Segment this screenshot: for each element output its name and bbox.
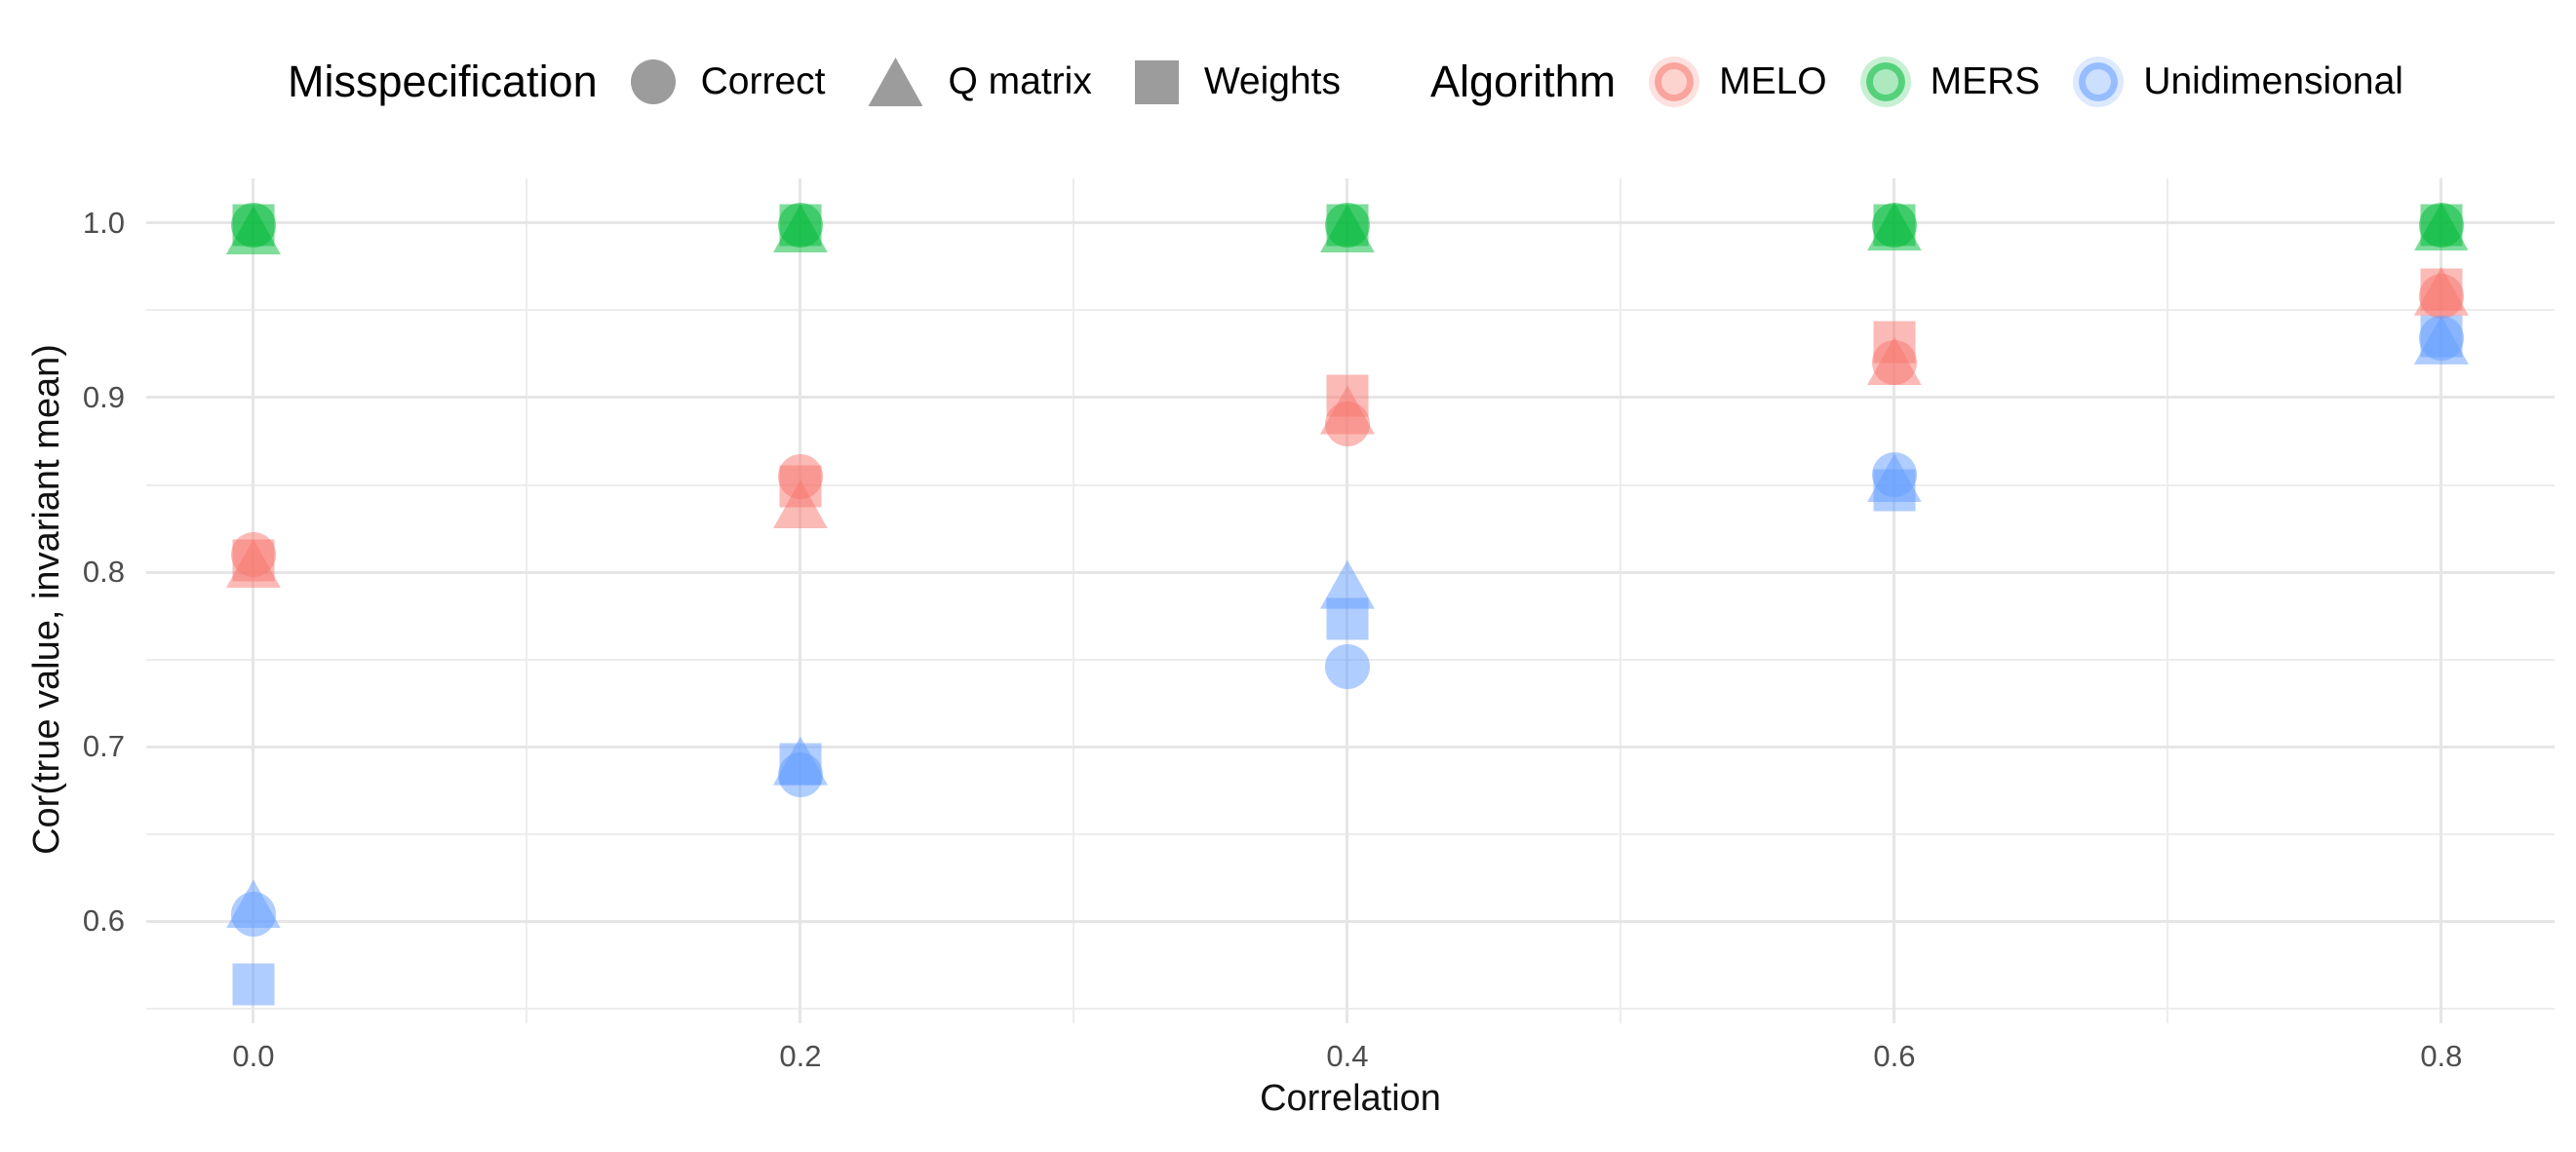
legend-label-correct: Correct	[700, 60, 826, 102]
data-point-unidimensional-circle	[2418, 316, 2464, 362]
data-point-mers-circle	[777, 202, 823, 248]
legend-label-melo: MELO	[1719, 60, 1827, 102]
x-axis-title: Correlation	[1260, 1078, 1441, 1119]
legend-title-misspecification: Misspecification	[288, 57, 598, 106]
gridline-x-major	[799, 178, 802, 1023]
data-point-mers-circle	[1324, 202, 1370, 248]
data-point-melo-circle	[230, 532, 276, 578]
legend-bar: Misspecification Correct Q matrix Weight…	[288, 33, 2403, 131]
gridline-x-minor	[1620, 178, 1622, 1023]
gridline-y-minor	[146, 832, 2555, 835]
data-point-unidimensional-square	[232, 963, 275, 1006]
correct-circle-icon	[630, 59, 676, 104]
y-tick-label: 1.0	[82, 205, 125, 240]
data-point-unidimensional-circle	[230, 892, 276, 938]
x-tick-label: 0.0	[232, 1039, 275, 1073]
gridline-y-major	[146, 919, 2555, 923]
gridline-x-major	[252, 178, 255, 1023]
gridline-y-minor	[146, 483, 2555, 486]
data-point-melo-circle	[1871, 340, 1917, 386]
gridline-x-minor	[2166, 178, 2169, 1023]
data-point-unidimensional-circle	[1324, 643, 1370, 689]
y-tick-label: 0.7	[82, 729, 125, 764]
legend-label-mers: MERS	[1930, 60, 2041, 102]
x-tick-label: 0.2	[779, 1039, 822, 1073]
gridline-x-minor	[1073, 178, 1075, 1023]
gridline-y-minor	[146, 1007, 2555, 1010]
data-point-melo-circle	[2418, 274, 2464, 320]
plot-panel	[146, 178, 2555, 1023]
mers-color-key-icon	[1865, 62, 1905, 101]
melo-color-key-icon	[1655, 62, 1695, 101]
legend-title-algorithm: Algorithm	[1430, 57, 1617, 106]
gridline-y-minor	[146, 309, 2555, 312]
y-tick-label: 0.6	[82, 903, 125, 939]
gridline-x-minor	[526, 178, 528, 1023]
gridline-y-major	[146, 745, 2555, 749]
gridline-x-major	[2439, 178, 2443, 1023]
data-point-mers-circle	[2418, 202, 2464, 248]
legend-label-unidimensional: Unidimensional	[2143, 60, 2403, 102]
gridline-x-major	[1893, 178, 1896, 1023]
y-tick-label: 0.8	[82, 555, 125, 590]
data-point-unidimensional-triangle	[1319, 559, 1375, 609]
data-point-unidimensional-circle	[777, 751, 823, 797]
x-tick-label: 0.8	[2420, 1039, 2463, 1073]
weights-square-icon	[1134, 59, 1179, 104]
data-point-unidimensional-circle	[1871, 451, 1917, 497]
x-tick-label: 0.6	[1873, 1039, 1916, 1073]
unidimensional-color-key-icon	[2079, 62, 2119, 101]
q-matrix-triangle-icon	[868, 58, 923, 106]
x-tick-label: 0.4	[1326, 1039, 1369, 1073]
data-point-melo-circle	[777, 453, 823, 499]
data-point-mers-circle	[230, 202, 276, 248]
legend-label-q-matrix: Q matrix	[948, 60, 1092, 102]
data-point-mers-circle	[1871, 202, 1917, 248]
data-point-melo-circle	[1324, 401, 1370, 446]
legend-label-weights: Weights	[1203, 60, 1342, 102]
y-tick-label: 0.9	[82, 379, 125, 414]
